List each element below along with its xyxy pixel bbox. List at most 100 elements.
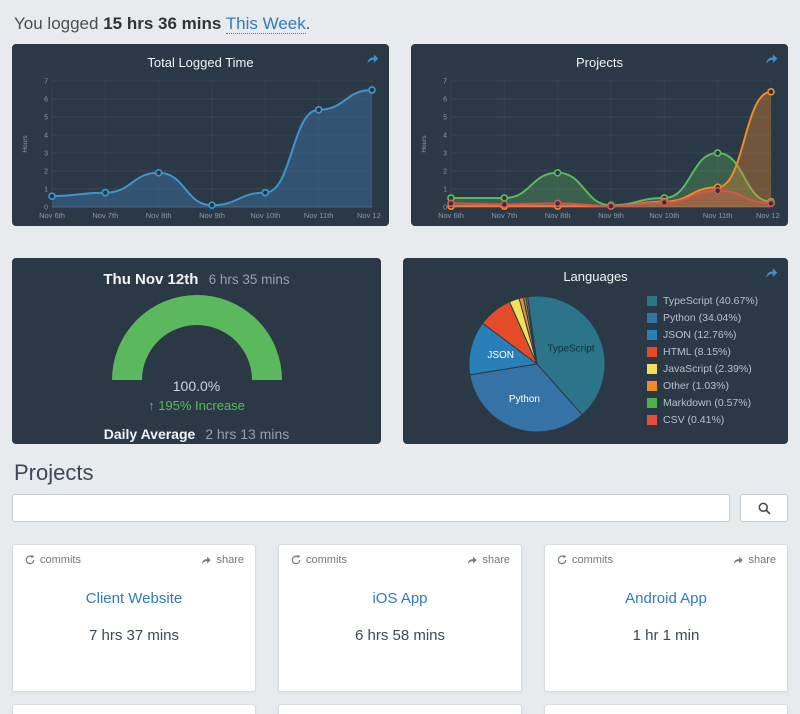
svg-text:TypeScript: TypeScript	[547, 343, 594, 354]
project-time: 1 hr 1 min	[632, 627, 700, 644]
svg-text:0: 0	[443, 205, 447, 212]
project-card-toolbar: commits share	[13, 545, 255, 566]
search-icon	[758, 502, 771, 515]
legend-item[interactable]: CSV (0.41%)	[647, 414, 758, 426]
svg-text:Nov 6th: Nov 6th	[39, 211, 65, 220]
commits-icon	[25, 554, 35, 565]
project-card-partial	[544, 704, 788, 714]
svg-text:JSON: JSON	[487, 350, 514, 361]
commits-link[interactable]: commits	[24, 554, 81, 566]
project-card: commits share Client Website 7 hrs 37 mi…	[12, 544, 256, 692]
project-card-toolbar: commits share	[545, 545, 787, 566]
commits-icon	[291, 554, 301, 565]
summary-total-time: 15 hrs 36 mins	[103, 14, 222, 33]
commits-link[interactable]: commits	[556, 554, 613, 566]
day-total-time: 6 hrs 35 mins	[208, 272, 290, 287]
total-logged-time-chart: 0 1 2 3 4 5 6 7 Nov 6th Nov 7th Nov 8th Nov 9th Nov …	[22, 79, 381, 221]
total-logged-time-card: Total Logged Time 0 1 2 3 4 5 6 7 Nov 6th Nov 7th…	[12, 44, 389, 226]
legend-label: HTML (8.15%)	[663, 345, 731, 358]
projects-chart-title: Projects	[576, 55, 623, 70]
commits-link[interactable]: commits	[290, 554, 347, 566]
svg-text:6: 6	[44, 97, 48, 104]
gauge-percent: 100.0%	[172, 378, 221, 394]
share-icon	[468, 556, 478, 565]
legend-item[interactable]: Markdown (0.57%)	[647, 397, 758, 409]
svg-text:Nov 7th: Nov 7th	[92, 211, 118, 220]
this-week-link[interactable]: This Week	[225, 14, 306, 34]
legend-swatch	[647, 397, 657, 408]
svg-text:7: 7	[44, 79, 48, 86]
project-cards-row-partial	[0, 704, 800, 714]
legend-swatch	[647, 295, 657, 306]
project-name-link[interactable]: Android App	[625, 590, 707, 607]
legend-item[interactable]: Python (34.04%)	[647, 312, 758, 324]
share-chart-button[interactable]	[764, 51, 779, 66]
commits-label: commits	[40, 554, 81, 566]
share-chart-button[interactable]	[365, 51, 380, 66]
commits-label: commits	[572, 554, 613, 566]
svg-text:5: 5	[44, 115, 48, 122]
languages-card: Languages TypeScript Python JSON TypeScrip…	[403, 258, 788, 444]
summary-text: You logged 15 hrs 36 mins This Week.	[0, 0, 800, 34]
legend-swatch	[647, 346, 657, 357]
commits-icon	[557, 554, 567, 565]
daily-average-value: 2 hrs 13 mins	[205, 426, 290, 442]
up-arrow-icon: ↑	[148, 398, 155, 413]
svg-text:3: 3	[443, 151, 447, 158]
project-card-toolbar: commits share	[279, 545, 521, 566]
svg-text:Python: Python	[509, 394, 540, 405]
project-name-link[interactable]: iOS App	[372, 590, 428, 607]
svg-text:Nov 7th: Nov 7th	[491, 211, 517, 220]
svg-text:Nov 10th: Nov 10th	[250, 211, 280, 220]
svg-text:Nov 11th: Nov 11th	[304, 211, 333, 220]
day-date: Thu Nov 12th	[103, 271, 199, 288]
day-summary-card: Thu Nov 12th 6 hrs 35 mins 100.0% ↑ 195%…	[12, 258, 381, 444]
share-icon	[734, 556, 744, 565]
svg-text:1: 1	[44, 187, 48, 194]
share-icon	[367, 54, 379, 64]
project-time: 7 hrs 37 mins	[88, 627, 180, 644]
share-chart-button[interactable]	[764, 265, 779, 280]
share-icon	[766, 54, 778, 64]
legend-item[interactable]: HTML (8.15%)	[647, 346, 758, 358]
legend-label: Python (34.04%)	[663, 311, 742, 324]
legend-label: Markdown (0.57%)	[663, 396, 752, 409]
legend-label: Other (1.03%)	[663, 379, 729, 392]
legend-label: JavaScript (2.39%)	[663, 362, 752, 375]
svg-text:0: 0	[44, 205, 48, 212]
languages-body: TypeScript Python JSON TypeScript (40.67%)…	[411, 284, 780, 436]
share-label: share	[482, 554, 510, 566]
share-link[interactable]: share	[466, 554, 510, 566]
project-card-partial	[12, 704, 256, 714]
project-search-input[interactable]	[12, 494, 730, 522]
project-search-row	[0, 494, 800, 522]
svg-text:1: 1	[443, 187, 447, 194]
projects-chart-card: Projects 0 1 2 3 4 5 6 7 Nov 6th Nov 7th Nov 8th No…	[411, 44, 788, 226]
svg-text:3: 3	[44, 151, 48, 158]
project-card: commits share Android App 1 hr 1 min	[544, 544, 788, 692]
legend-item[interactable]: Other (1.03%)	[647, 380, 758, 392]
svg-text:Nov 9th: Nov 9th	[598, 211, 624, 220]
share-link[interactable]: share	[732, 554, 776, 566]
search-button[interactable]	[740, 494, 788, 522]
share-link[interactable]: share	[200, 554, 244, 566]
svg-text:6: 6	[443, 97, 447, 104]
languages-pie-chart: TypeScript Python JSON	[468, 295, 606, 433]
total-logged-time-title: Total Logged Time	[147, 55, 254, 70]
svg-text:4: 4	[44, 133, 48, 140]
languages-title: Languages	[563, 269, 628, 284]
languages-legend: TypeScript (40.67%) Python (34.04%) JSON (…	[647, 292, 758, 428]
project-card-partial	[278, 704, 522, 714]
daily-goal-gauge: 100.0%	[87, 291, 307, 395]
svg-text:Hours: Hours	[421, 135, 428, 153]
legend-swatch	[647, 329, 657, 340]
daily-average-label: Daily Average	[103, 426, 196, 442]
day-title: Thu Nov 12th 6 hrs 35 mins	[12, 258, 381, 288]
legend-item[interactable]: TypeScript (40.67%)	[647, 295, 758, 307]
legend-swatch	[647, 363, 657, 374]
project-name-link[interactable]: Client Website	[85, 590, 183, 607]
legend-item[interactable]: JSON (12.76%)	[647, 329, 758, 341]
svg-text:Nov 11th: Nov 11th	[703, 211, 732, 220]
legend-item[interactable]: JavaScript (2.39%)	[647, 363, 758, 375]
svg-text:Nov 10th: Nov 10th	[649, 211, 679, 220]
